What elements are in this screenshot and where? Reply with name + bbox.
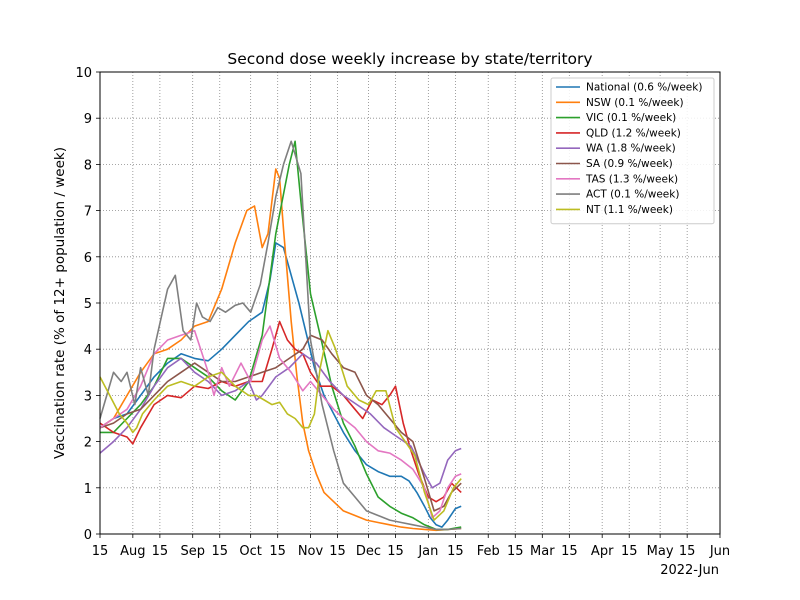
x-axis-offset-label: 2022-Jun bbox=[660, 563, 719, 578]
series-line-1 bbox=[99, 168, 462, 532]
x-tick-label: Dec bbox=[356, 544, 381, 559]
y-tick-label: 4 bbox=[84, 343, 92, 358]
y-tick-label: 1 bbox=[84, 482, 92, 497]
x-tick-label: Aug bbox=[120, 544, 145, 559]
y-tick-label: 8 bbox=[84, 158, 92, 173]
y-tick-label: 2 bbox=[84, 436, 92, 451]
x-tick-label: Sep bbox=[180, 544, 205, 559]
y-tick-label: 10 bbox=[75, 66, 92, 81]
series-line-5 bbox=[99, 334, 462, 512]
legend-label: NT (1.1 %/week) bbox=[586, 204, 673, 216]
x-tick-label: 15 bbox=[507, 544, 524, 559]
chart-title: Second dose weekly increase by state/ter… bbox=[227, 50, 592, 68]
x-tick-label: 15 bbox=[561, 544, 578, 559]
legend-label: National (0.6 %/week) bbox=[586, 82, 702, 94]
series-lines bbox=[99, 140, 462, 532]
y-tick-label: 9 bbox=[84, 112, 92, 127]
x-tick-label: 15 bbox=[269, 544, 286, 559]
legend-label: SA (0.9 %/week) bbox=[586, 158, 673, 170]
x-tick-label: 15 bbox=[92, 544, 109, 559]
x-tick-label: May bbox=[647, 544, 674, 559]
series-line-4 bbox=[99, 352, 462, 489]
y-axis-ticks: 0 1 2 3 4 5 6 7 8 9 10 bbox=[75, 66, 100, 543]
x-tick-label: Jan bbox=[417, 544, 438, 559]
x-tick-label: 15 bbox=[211, 544, 228, 559]
x-tick-label: Mar bbox=[530, 544, 555, 559]
y-tick-label: 7 bbox=[84, 205, 92, 220]
x-tick-label: 15 bbox=[329, 544, 346, 559]
legend-label: VIC (0.1 %/week) bbox=[586, 112, 676, 124]
series-line-7 bbox=[99, 140, 462, 531]
y-tick-label: 0 bbox=[84, 528, 92, 543]
x-tick-label: Apr bbox=[591, 544, 614, 559]
legend: National (0.6 %/week) NSW (0.1 %/week) VIC… bbox=[550, 77, 715, 225]
legend-label: QLD (1.2 %/week) bbox=[586, 127, 681, 139]
y-axis-label: Vaccination rate (% of 12+ population / … bbox=[52, 147, 68, 459]
series-line-6 bbox=[99, 325, 462, 519]
x-tick-label: 15 bbox=[447, 544, 464, 559]
series-line-0 bbox=[99, 242, 462, 528]
legend-label: NSW (0.1 %/week) bbox=[586, 97, 684, 109]
x-tick-label: 15 bbox=[679, 544, 696, 559]
x-tick-label: Nov bbox=[298, 544, 324, 559]
x-tick-label: Jun bbox=[709, 544, 730, 559]
legend-label: ACT (0.1 %/week) bbox=[586, 189, 679, 201]
x-tick-label: Oct bbox=[239, 544, 261, 559]
x-axis-ticks: 15 Aug 15 Sep 15 Oct 15 Nov 15 Dec 15 Jan 15 Feb 15 Mar… bbox=[92, 534, 730, 559]
series-line-8 bbox=[99, 329, 462, 521]
x-tick-label: 15 bbox=[152, 544, 169, 559]
x-tick-label: Feb bbox=[477, 544, 500, 559]
legend-box bbox=[550, 77, 715, 225]
y-tick-label: 3 bbox=[84, 389, 92, 404]
x-tick-label: 15 bbox=[387, 544, 404, 559]
legend-label: WA (1.8 %/week) bbox=[586, 143, 676, 155]
y-tick-label: 6 bbox=[84, 251, 92, 266]
legend-label: TAS (1.3 %/week) bbox=[585, 173, 678, 185]
x-tick-label: 15 bbox=[621, 544, 638, 559]
series-line-2 bbox=[100, 140, 462, 531]
y-tick-label: 5 bbox=[84, 297, 92, 312]
